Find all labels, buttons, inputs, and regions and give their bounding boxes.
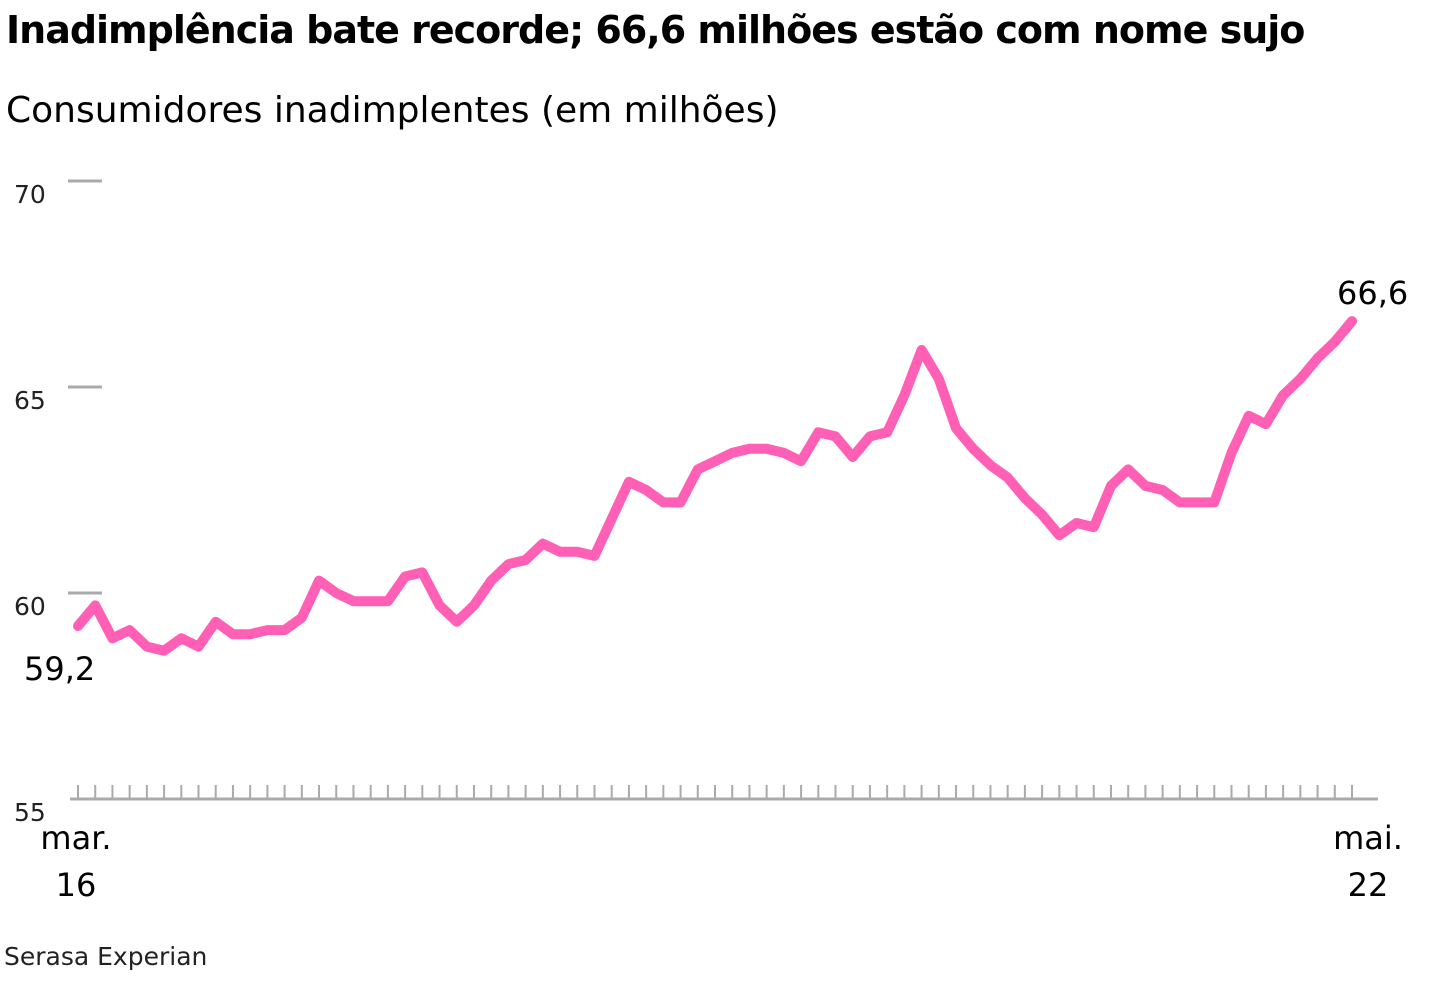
y-tick-label: 60	[14, 592, 46, 621]
last-value-label: 66,6	[1337, 274, 1408, 312]
x-end-year-label: 22	[1348, 866, 1389, 904]
source-label: Serasa Experian	[4, 942, 208, 971]
series-line	[73, 316, 1357, 656]
y-tick-label: 55	[14, 798, 46, 827]
x-end-month-label: mai.	[1333, 819, 1403, 857]
chart-title: Inadimplência bate recorde; 66,6 milhões…	[6, 8, 1305, 52]
y-tick-label: 70	[14, 180, 46, 209]
x-start-year-label: 16	[56, 866, 97, 904]
y-tick-label: 65	[14, 386, 46, 415]
chart-subtitle: Consumidores inadimplentes (em milhões)	[6, 90, 779, 131]
first-value-label: 59,2	[24, 650, 95, 688]
x-start-month-label: mar.	[40, 819, 111, 857]
